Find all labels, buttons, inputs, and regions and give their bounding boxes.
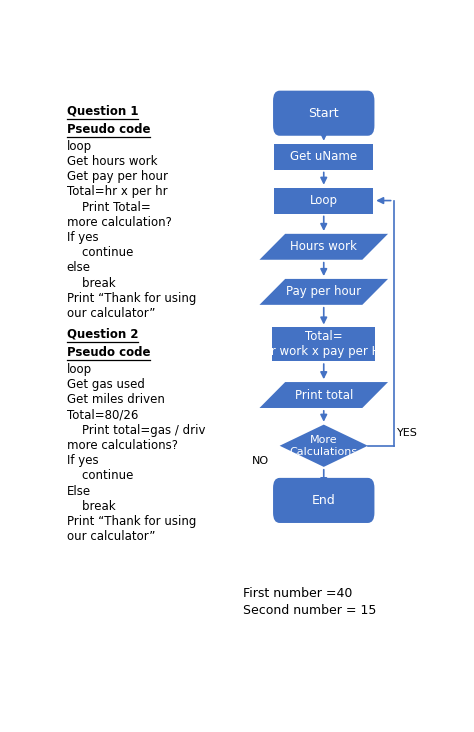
Polygon shape	[259, 234, 388, 260]
Text: If yes: If yes	[66, 231, 98, 244]
Polygon shape	[259, 279, 388, 305]
Polygon shape	[259, 382, 388, 408]
Text: Print total=gas / driv: Print total=gas / driv	[66, 424, 205, 437]
Text: Total=
Hr work x pay per Hr: Total= Hr work x pay per Hr	[262, 330, 385, 358]
Text: Total=80/26: Total=80/26	[66, 408, 138, 422]
FancyBboxPatch shape	[273, 91, 374, 135]
Text: more calculation?: more calculation?	[66, 216, 172, 229]
Text: continue: continue	[66, 246, 133, 259]
Text: Start: Start	[309, 107, 339, 120]
FancyBboxPatch shape	[274, 187, 374, 214]
Text: break: break	[66, 500, 115, 513]
FancyBboxPatch shape	[274, 143, 374, 170]
Text: Get miles driven: Get miles driven	[66, 393, 164, 406]
Text: Pseudo code: Pseudo code	[66, 346, 150, 359]
FancyBboxPatch shape	[273, 478, 374, 523]
Text: continue: continue	[66, 469, 133, 482]
Text: Get gas used: Get gas used	[66, 378, 145, 391]
Text: If yes: If yes	[66, 454, 98, 467]
Text: Total=hr x per hr: Total=hr x per hr	[66, 185, 167, 198]
Text: Print Total=: Print Total=	[66, 201, 150, 214]
Text: Question 2: Question 2	[66, 328, 138, 341]
Polygon shape	[280, 425, 368, 467]
Text: Question 1: Question 1	[66, 105, 138, 118]
Text: Hours work: Hours work	[290, 240, 357, 253]
Text: Else: Else	[66, 485, 91, 498]
Text: Pay per hour: Pay per hour	[286, 285, 361, 299]
Text: break: break	[66, 277, 115, 290]
Text: loop: loop	[66, 140, 92, 153]
Text: our calculator”: our calculator”	[66, 530, 155, 543]
Text: more calculations?: more calculations?	[66, 439, 178, 452]
Text: YES: YES	[397, 427, 418, 438]
Text: Print “Thank for using: Print “Thank for using	[66, 292, 196, 305]
Text: Print total: Print total	[294, 389, 353, 402]
Text: Pseudo code: Pseudo code	[66, 123, 150, 135]
Text: Second number = 15: Second number = 15	[243, 604, 376, 616]
Text: loop: loop	[66, 363, 92, 376]
Text: else: else	[66, 261, 91, 274]
Text: our calculator”: our calculator”	[66, 307, 155, 320]
FancyBboxPatch shape	[272, 327, 375, 361]
Text: More
Calculations: More Calculations	[290, 435, 358, 457]
Text: Get uName: Get uName	[290, 150, 357, 163]
Text: Get pay per hour: Get pay per hour	[66, 170, 168, 183]
Text: Print “Thank for using: Print “Thank for using	[66, 515, 196, 528]
Text: Get hours work: Get hours work	[66, 155, 157, 168]
Text: End: End	[312, 494, 336, 507]
Text: First number =40: First number =40	[243, 586, 352, 600]
Text: Loop: Loop	[310, 194, 338, 207]
Text: NO: NO	[252, 456, 269, 466]
